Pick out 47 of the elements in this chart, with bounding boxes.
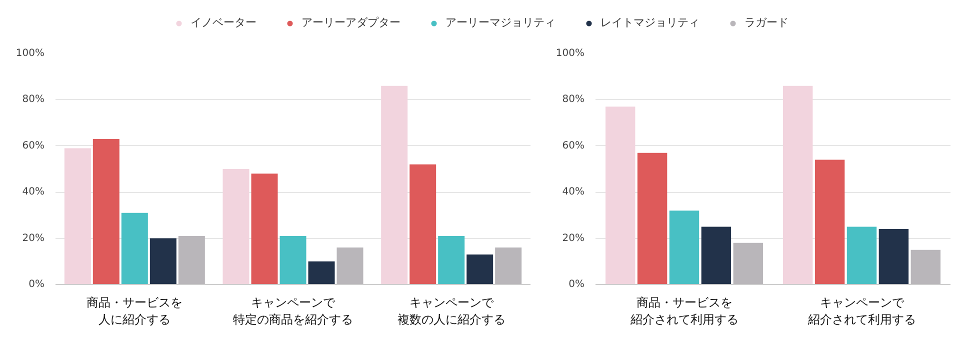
- bar: [308, 261, 335, 284]
- bar: [733, 242, 764, 284]
- bar: [222, 169, 250, 284]
- x-tick-label: キャンペーンで特定の商品を紹介する: [233, 296, 353, 326]
- bar: [150, 238, 176, 284]
- bar: [814, 160, 845, 284]
- bar: [495, 248, 522, 284]
- x-tick-label: 商品・サービスを紹介されて利用する: [629, 296, 738, 326]
- y-tick-label: 60%: [562, 140, 585, 152]
- legend-label: アーリーマジョリティ: [446, 15, 556, 30]
- bar: [336, 248, 364, 284]
- y-tick-label: 60%: [22, 140, 45, 152]
- bar: [64, 148, 91, 284]
- x-tick-label: キャンペーンで紹介されて利用する: [806, 296, 916, 326]
- y-tick-label: 0%: [28, 279, 45, 290]
- x-tick-label: 商品・サービスを人に紹介する: [86, 296, 183, 326]
- bar: [605, 106, 636, 284]
- bar: [381, 86, 408, 284]
- y-tick-label: 80%: [562, 94, 585, 106]
- bar: [910, 250, 941, 284]
- y-tick-label: 100%: [556, 48, 585, 59]
- bar: [92, 138, 120, 284]
- y-tick-label: 20%: [22, 232, 45, 244]
- bar: [878, 229, 909, 284]
- y-tick-label: 100%: [16, 48, 45, 59]
- y-tick-label: 0%: [568, 279, 585, 290]
- bar: [782, 86, 813, 284]
- bar: [669, 210, 700, 284]
- y-tick-label: 80%: [22, 94, 45, 106]
- bar: [121, 212, 148, 284]
- y-tick-label: 40%: [562, 186, 585, 198]
- bar: [637, 152, 668, 284]
- bar: [280, 236, 306, 284]
- y-tick-label: 40%: [22, 186, 45, 198]
- legend-label: イノベーター: [190, 15, 256, 30]
- bar: [178, 236, 205, 284]
- bar: [438, 236, 465, 284]
- bar: [251, 174, 278, 284]
- legend-label: ラガード: [744, 15, 788, 30]
- legend-label: アーリーアダプター: [302, 15, 400, 30]
- bar: [410, 164, 436, 284]
- bar: [466, 254, 494, 284]
- y-tick-label: 20%: [562, 232, 585, 244]
- bar: [846, 226, 877, 284]
- bar: [701, 226, 732, 284]
- x-tick-label: キャンペーンで複数の人に紹介する: [397, 296, 506, 326]
- legend-label: レイトマジョリティ: [600, 15, 700, 30]
